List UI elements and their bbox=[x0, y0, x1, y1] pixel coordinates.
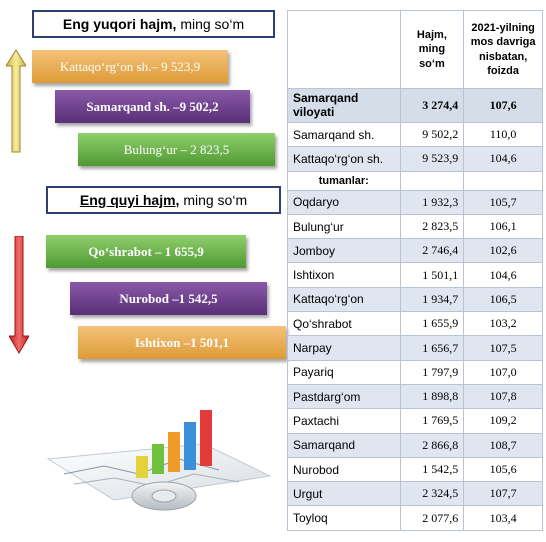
row-name: Oqdaryo bbox=[287, 189, 401, 215]
row-name: Ishtixon bbox=[287, 262, 401, 288]
lowest-bar-3-label: Ishtixon –1 501,1 bbox=[134, 334, 230, 350]
highest-volume-title: Eng yuqori hajm, ming so‘m bbox=[32, 10, 275, 38]
row-name: Urgut bbox=[287, 481, 401, 507]
highest-bar-1-label: Kattaqo‘rg‘on sh.– 9 523,9 bbox=[59, 58, 201, 74]
row-percent: 103,4 bbox=[463, 505, 543, 531]
table-row: Urgut 2 324,5 107,7 bbox=[287, 481, 543, 507]
table-row: Oqdaryo 1 932,3 105,7 bbox=[287, 189, 543, 215]
up-arrow-icon bbox=[6, 50, 26, 153]
row-percent: 107,5 bbox=[463, 335, 543, 361]
row-volume: 1 932,3 bbox=[399, 189, 465, 215]
row-name: Payariq bbox=[287, 359, 401, 385]
table-row: Samarqand sh. 9 502,2 110,0 bbox=[287, 121, 543, 148]
row-name: Kattaqo‘rg‘on sh. bbox=[287, 146, 401, 172]
row-volume: 2 866,8 bbox=[399, 432, 465, 458]
row-volume: 2 746,4 bbox=[399, 238, 465, 264]
down-arrow-icon bbox=[9, 236, 29, 354]
row-percent: 104,6 bbox=[463, 146, 543, 172]
row-volume: 1 656,7 bbox=[399, 335, 465, 361]
row-name: Samarqand sh. bbox=[287, 121, 401, 148]
table-row: Paxtachi 1 769,5 109,2 bbox=[287, 408, 543, 434]
row-volume: 2 077,6 bbox=[399, 505, 465, 531]
row-name: Samarqand viloyati bbox=[287, 88, 401, 123]
highest-title-bold: Eng yuqori hajm, bbox=[62, 16, 177, 32]
highest-bar-3-label: Bulung‘ur – 2 823,5 bbox=[123, 141, 230, 157]
bar-chart-illustration-icon bbox=[46, 410, 272, 511]
row-percent: 107,0 bbox=[463, 359, 543, 385]
table-row: Jomboy 2 746,4 102,6 bbox=[287, 238, 543, 264]
row-volume bbox=[399, 170, 465, 191]
lowest-bar-2-label: Nurobod –1 542,5 bbox=[119, 290, 218, 306]
row-percent: 107,6 bbox=[463, 88, 543, 123]
header-volume: Hajm, ming so‘m bbox=[399, 10, 465, 89]
lowest-bar-1: Qo‘shrabot – 1 655,9 bbox=[46, 235, 246, 268]
table-row: Narpay 1 656,7 107,5 bbox=[287, 335, 543, 361]
row-name: Jomboy bbox=[287, 238, 401, 264]
row-name: Toyloq bbox=[287, 505, 401, 531]
table-row: tumanlar: bbox=[287, 170, 543, 191]
table-row: Payariq 1 797,9 107,0 bbox=[287, 359, 543, 385]
table-row: Kattaqo‘rg‘on sh. 9 523,9 104,6 bbox=[287, 146, 543, 172]
table-row: Ishtixon 1 501,1 104,6 bbox=[287, 262, 543, 288]
row-name: Samarqand bbox=[287, 432, 401, 458]
table-row: Samarqand 2 866,8 108,7 bbox=[287, 432, 543, 458]
table-row: Samarqand viloyati 3 274,4 107,6 bbox=[287, 88, 543, 123]
row-volume: 1 542,5 bbox=[399, 456, 465, 483]
row-percent: 104,6 bbox=[463, 262, 543, 288]
highest-bar-1: Kattaqo‘rg‘on sh.– 9 523,9 bbox=[32, 50, 228, 83]
row-name: tumanlar: bbox=[287, 170, 401, 191]
row-percent: 108,7 bbox=[463, 432, 543, 458]
header-name bbox=[287, 10, 401, 89]
row-volume: 1 898,8 bbox=[399, 383, 465, 410]
row-percent: 106,1 bbox=[463, 213, 543, 240]
row-volume: 1 655,9 bbox=[399, 311, 465, 337]
row-percent: 103,2 bbox=[463, 311, 543, 337]
lowest-bar-2: Nurobod –1 542,5 bbox=[70, 282, 267, 315]
row-volume: 9 502,2 bbox=[399, 121, 465, 148]
highest-bar-2: Samarqand sh. –9 502,2 bbox=[55, 90, 250, 123]
table-header-row: Hajm, ming so‘m 2021-yilning mos davriga… bbox=[287, 10, 543, 89]
row-volume: 3 274,4 bbox=[399, 88, 465, 123]
row-percent: 105,7 bbox=[463, 189, 543, 215]
row-name: Kattaqo‘rg‘on bbox=[287, 286, 401, 313]
table-row: Kattaqo‘rg‘on 1 934,7 106,5 bbox=[287, 286, 543, 313]
lowest-bar-3: Ishtixon –1 501,1 bbox=[78, 326, 286, 359]
row-name: Nurobod bbox=[287, 456, 401, 483]
lowest-title-bold: Eng quyi hajm, bbox=[79, 192, 180, 208]
lowest-title-rest: ming so‘m bbox=[179, 192, 248, 208]
header-percent: 2021-yilning mos davriga nisbatan, foizd… bbox=[463, 10, 543, 89]
row-percent: 102,6 bbox=[463, 238, 543, 264]
row-percent: 109,2 bbox=[463, 408, 543, 434]
highest-bar-3: Bulung‘ur – 2 823,5 bbox=[78, 133, 275, 166]
row-percent: 107,8 bbox=[463, 383, 543, 410]
highest-bar-2-label: Samarqand sh. –9 502,2 bbox=[86, 98, 219, 114]
row-name: Qo‘shrabot bbox=[287, 311, 401, 337]
lowest-volume-title: Eng quyi hajm, ming so‘m bbox=[46, 186, 281, 214]
row-percent bbox=[463, 170, 543, 191]
table-row: Pastdarg‘om 1 898,8 107,8 bbox=[287, 383, 543, 410]
highest-title-rest: ming so‘m bbox=[176, 16, 245, 32]
table-row: Nurobod 1 542,5 105,6 bbox=[287, 456, 543, 483]
row-name: Narpay bbox=[287, 335, 401, 361]
row-volume: 1 797,9 bbox=[399, 359, 465, 385]
row-percent: 105,6 bbox=[463, 456, 543, 483]
row-volume: 2 823,5 bbox=[399, 213, 465, 240]
lowest-bar-1-label: Qo‘shrabot – 1 655,9 bbox=[88, 243, 204, 259]
row-name: Bulung‘ur bbox=[287, 213, 401, 240]
row-percent: 110,0 bbox=[463, 121, 543, 148]
row-percent: 106,5 bbox=[463, 286, 543, 313]
row-name: Paxtachi bbox=[287, 408, 401, 434]
row-volume: 1 501,1 bbox=[399, 262, 465, 288]
table-row: Toyloq 2 077,6 103,4 bbox=[287, 505, 543, 531]
volume-table: Hajm, ming so‘m 2021-yilning mos davriga… bbox=[287, 10, 543, 531]
row-percent: 107,7 bbox=[463, 481, 543, 507]
row-volume: 1 769,5 bbox=[399, 408, 465, 434]
row-volume: 9 523,9 bbox=[399, 146, 465, 172]
row-name: Pastdarg‘om bbox=[287, 383, 401, 410]
row-volume: 1 934,7 bbox=[399, 286, 465, 313]
table-row: Qo‘shrabot 1 655,9 103,2 bbox=[287, 311, 543, 337]
row-volume: 2 324,5 bbox=[399, 481, 465, 507]
table-row: Bulung‘ur 2 823,5 106,1 bbox=[287, 213, 543, 240]
